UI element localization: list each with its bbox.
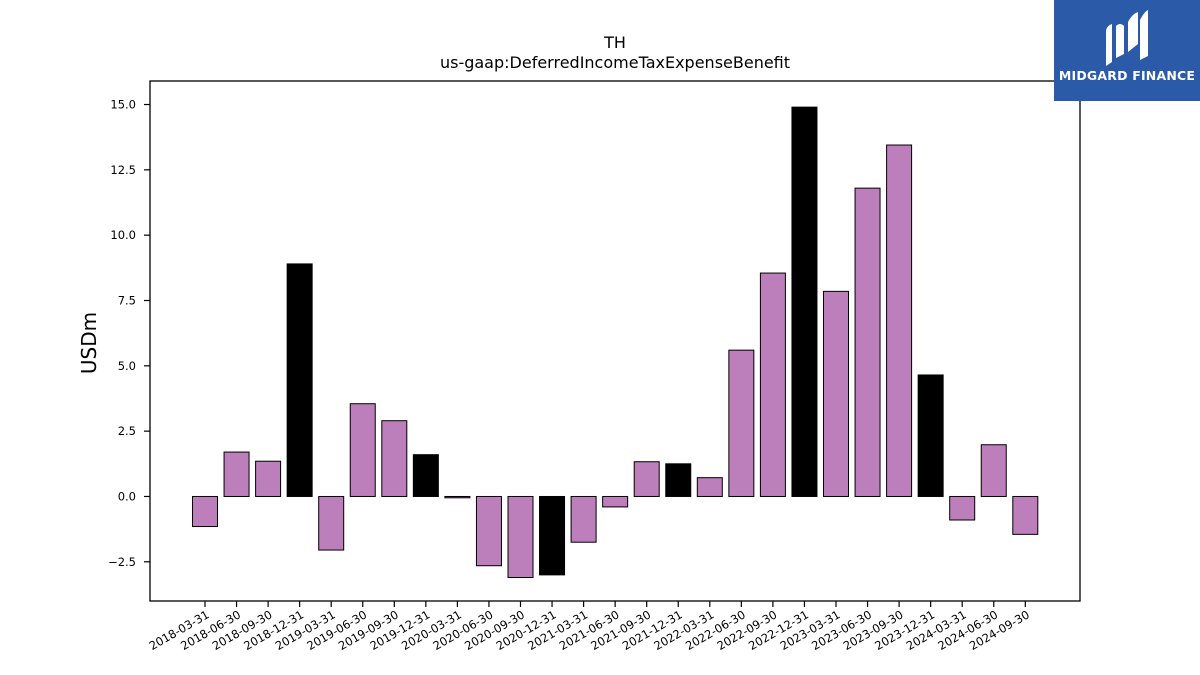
- bar-2022-12-31: [791, 106, 818, 497]
- y-tick-label: 15.0: [110, 98, 136, 112]
- bar-2023-09-30: [886, 144, 913, 497]
- y-tick-label: 2.5: [118, 424, 136, 438]
- chart-subtitle: us-gaap:DeferredIncomeTaxExpenseBenefit: [440, 53, 790, 72]
- bar-2018-06-30: [223, 451, 250, 497]
- bar-2024-03-31: [949, 495, 976, 521]
- y-axis-label: USDm: [77, 312, 101, 374]
- bar-2023-03-31: [823, 290, 849, 497]
- bar-2020-09-30: [507, 495, 534, 578]
- bar-2021-12-31: [665, 463, 692, 497]
- x-axis-ticks: 2018-03-312018-06-302018-09-302018-12-31…: [147, 601, 1032, 653]
- bar-2022-03-31: [696, 477, 723, 497]
- bar-2023-06-30: [854, 187, 881, 497]
- bar-2018-12-31: [286, 263, 313, 497]
- bar-2020-12-31: [539, 495, 566, 576]
- bar-2019-03-31: [318, 495, 345, 551]
- bar-2021-03-31: [570, 495, 597, 543]
- bar-2024-06-30: [980, 444, 1007, 497]
- y-tick-label: 10.0: [110, 228, 136, 242]
- bar-2019-12-31: [412, 454, 439, 497]
- brand-name: MIDGARD FINANCE: [1058, 68, 1196, 83]
- y-tick-label: 5.0: [118, 359, 136, 373]
- bars-group: [192, 106, 1039, 578]
- chart-title: TH: [603, 33, 626, 52]
- bar-2024-09-30: [1012, 495, 1039, 535]
- y-tick-label: 12.5: [110, 163, 136, 177]
- bar-2021-09-30: [633, 461, 660, 497]
- brand-logo: MIDGARD FINANCE: [1054, 0, 1200, 101]
- y-axis-ticks: −2.5 0.0 2.5 5.0 7.5 10.0 12.5 15.0: [108, 98, 150, 569]
- y-tick-label: 0.0: [118, 489, 136, 503]
- bar-2019-09-30: [381, 420, 408, 497]
- bar-2019-06-30: [349, 403, 376, 497]
- bar-2020-06-30: [475, 495, 502, 567]
- bar-2021-06-30: [602, 495, 629, 508]
- y-tick-label: 7.5: [118, 293, 136, 307]
- plot-frame: [149, 80, 1081, 602]
- bar-2022-09-30: [759, 272, 786, 497]
- bar-2018-03-31: [192, 495, 218, 528]
- bar-2018-09-30: [255, 460, 282, 497]
- y-tick-label: −2.5: [108, 555, 136, 569]
- bar-2020-03-31: [444, 495, 471, 499]
- bar-2022-06-30: [728, 349, 755, 497]
- midgard-m-logo-icon: [1106, 10, 1148, 66]
- bar-2023-12-31: [917, 374, 944, 497]
